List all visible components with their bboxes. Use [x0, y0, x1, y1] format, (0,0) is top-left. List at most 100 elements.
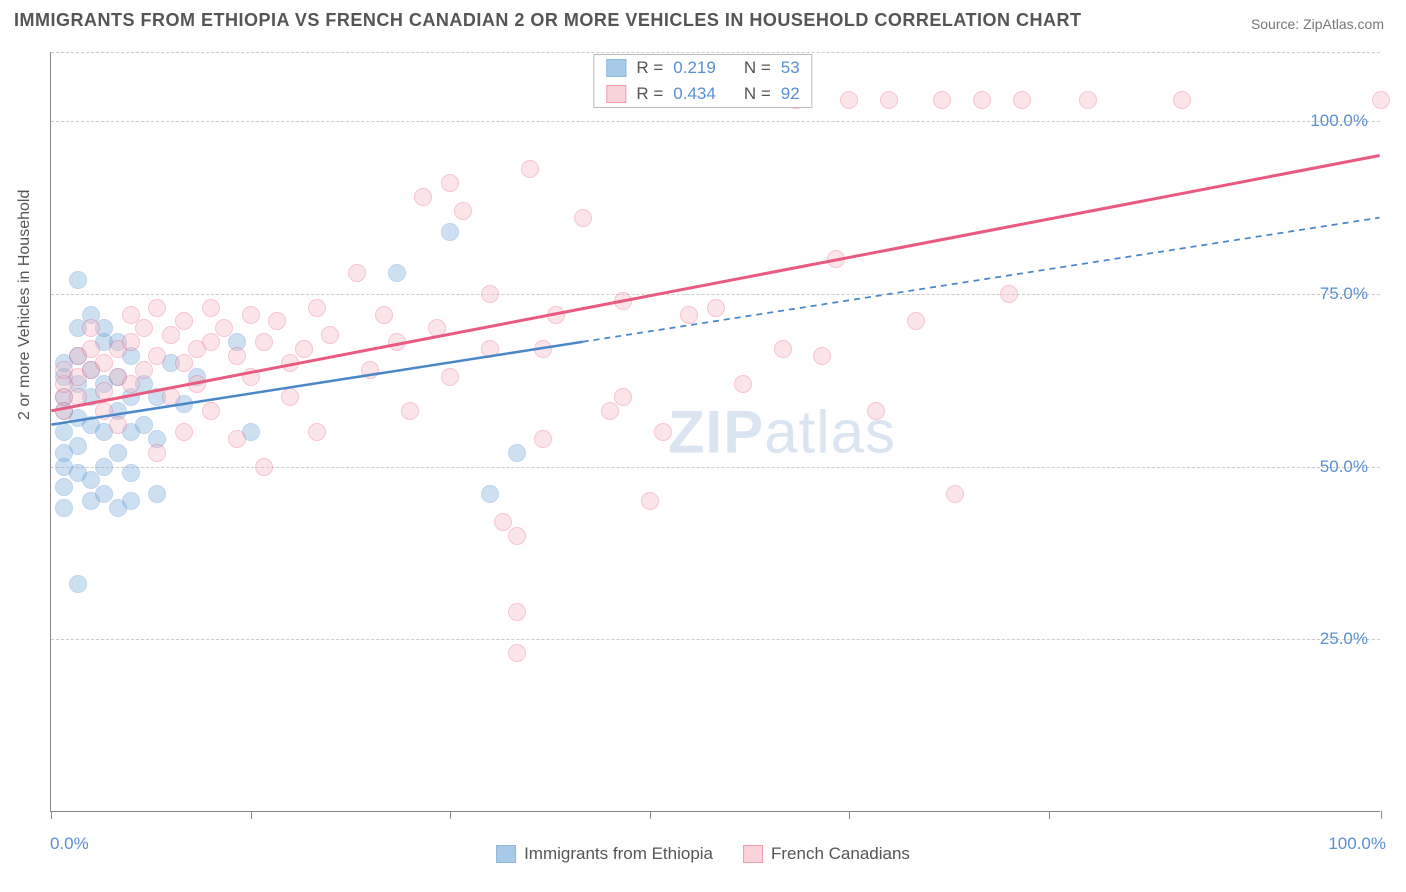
scatter-point-french — [840, 91, 858, 109]
scatter-point-french — [774, 340, 792, 358]
scatter-point-french — [1013, 91, 1031, 109]
scatter-point-ethiopia — [69, 575, 87, 593]
scatter-point-french — [375, 306, 393, 324]
scatter-point-french — [295, 340, 313, 358]
scatter-point-french — [122, 375, 140, 393]
scatter-point-french — [1079, 91, 1097, 109]
y-tick-label: 50.0% — [1320, 457, 1368, 477]
scatter-point-french — [202, 299, 220, 317]
scatter-point-french — [867, 402, 885, 420]
legend-swatch-french — [606, 85, 626, 103]
y-axis-label: 2 or more Vehicles in Household — [16, 190, 34, 420]
scatter-point-french — [202, 402, 220, 420]
scatter-point-french — [734, 375, 752, 393]
scatter-point-french — [135, 319, 153, 337]
x-tick — [849, 811, 850, 819]
legend-n-label: N = — [744, 84, 771, 104]
scatter-point-french — [1173, 91, 1191, 109]
source-link[interactable]: ZipAtlas.com — [1303, 16, 1384, 32]
scatter-point-french — [534, 430, 552, 448]
scatter-point-french — [69, 388, 87, 406]
scatter-point-french — [215, 319, 233, 337]
scatter-point-french — [175, 354, 193, 372]
scatter-point-french — [481, 285, 499, 303]
legend-swatch-french — [743, 845, 763, 863]
scatter-point-french — [202, 333, 220, 351]
scatter-point-ethiopia — [95, 458, 113, 476]
scatter-point-french — [321, 326, 339, 344]
scatter-point-ethiopia — [441, 223, 459, 241]
legend-swatch-ethiopia — [496, 845, 516, 863]
scatter-point-french — [946, 485, 964, 503]
grid-line — [51, 639, 1380, 640]
scatter-point-french — [1372, 91, 1390, 109]
scatter-point-french — [614, 292, 632, 310]
source-credit: Source: ZipAtlas.com — [1251, 16, 1384, 32]
scatter-point-french — [175, 423, 193, 441]
scatter-point-french — [973, 91, 991, 109]
source-label: Source: — [1251, 16, 1303, 32]
y-tick-label: 25.0% — [1320, 629, 1368, 649]
legend-n-value: 53 — [781, 58, 800, 78]
scatter-point-ethiopia — [55, 499, 73, 517]
scatter-point-french — [255, 333, 273, 351]
legend-series: Immigrants from Ethiopia French Canadian… — [496, 844, 910, 864]
scatter-point-french — [574, 209, 592, 227]
legend-item-ethiopia: Immigrants from Ethiopia — [496, 844, 713, 864]
scatter-point-french — [361, 361, 379, 379]
y-tick-label: 75.0% — [1320, 284, 1368, 304]
scatter-point-french — [707, 299, 725, 317]
scatter-point-ethiopia — [122, 492, 140, 510]
scatter-point-french — [601, 402, 619, 420]
scatter-point-ethiopia — [55, 478, 73, 496]
grid-line — [51, 121, 1380, 122]
scatter-point-french — [242, 306, 260, 324]
scatter-point-french — [242, 368, 260, 386]
legend-r-value: 0.219 — [673, 58, 716, 78]
scatter-point-french — [813, 347, 831, 365]
legend-swatch-ethiopia — [606, 59, 626, 77]
scatter-point-french — [508, 644, 526, 662]
legend-n-value: 92 — [781, 84, 800, 104]
scatter-point-french — [348, 264, 366, 282]
scatter-point-french — [680, 306, 698, 324]
scatter-point-french — [641, 492, 659, 510]
legend-stats: R = 0.219 N = 53 R = 0.434 N = 92 — [593, 54, 812, 108]
scatter-point-french — [82, 319, 100, 337]
scatter-point-french — [148, 444, 166, 462]
scatter-point-french — [162, 388, 180, 406]
scatter-point-french — [228, 430, 246, 448]
scatter-point-french — [534, 340, 552, 358]
scatter-point-french — [55, 402, 73, 420]
scatter-point-french — [933, 91, 951, 109]
legend-r-value: 0.434 — [673, 84, 716, 104]
x-tick — [1381, 811, 1382, 819]
x-tick — [650, 811, 651, 819]
scatter-point-french — [441, 174, 459, 192]
scatter-point-french — [308, 423, 326, 441]
x-tick-max: 100.0% — [1328, 834, 1386, 854]
scatter-point-ethiopia — [148, 485, 166, 503]
scatter-point-french — [135, 361, 153, 379]
scatter-point-french — [281, 388, 299, 406]
grid-line — [51, 52, 1380, 53]
scatter-point-french — [122, 333, 140, 351]
scatter-point-french — [1000, 285, 1018, 303]
scatter-point-french — [880, 91, 898, 109]
legend-stats-row: R = 0.434 N = 92 — [594, 81, 811, 107]
x-tick — [1049, 811, 1050, 819]
scatter-point-french — [441, 368, 459, 386]
x-tick — [51, 811, 52, 819]
scatter-point-french — [109, 416, 127, 434]
x-tick — [251, 811, 252, 819]
legend-label: French Canadians — [771, 844, 910, 864]
scatter-point-french — [148, 299, 166, 317]
legend-n-label: N = — [744, 58, 771, 78]
scatter-point-french — [827, 250, 845, 268]
scatter-point-french — [428, 319, 446, 337]
scatter-point-ethiopia — [388, 264, 406, 282]
scatter-point-french — [614, 388, 632, 406]
scatter-point-french — [281, 354, 299, 372]
scatter-point-ethiopia — [69, 271, 87, 289]
legend-label: Immigrants from Ethiopia — [524, 844, 713, 864]
